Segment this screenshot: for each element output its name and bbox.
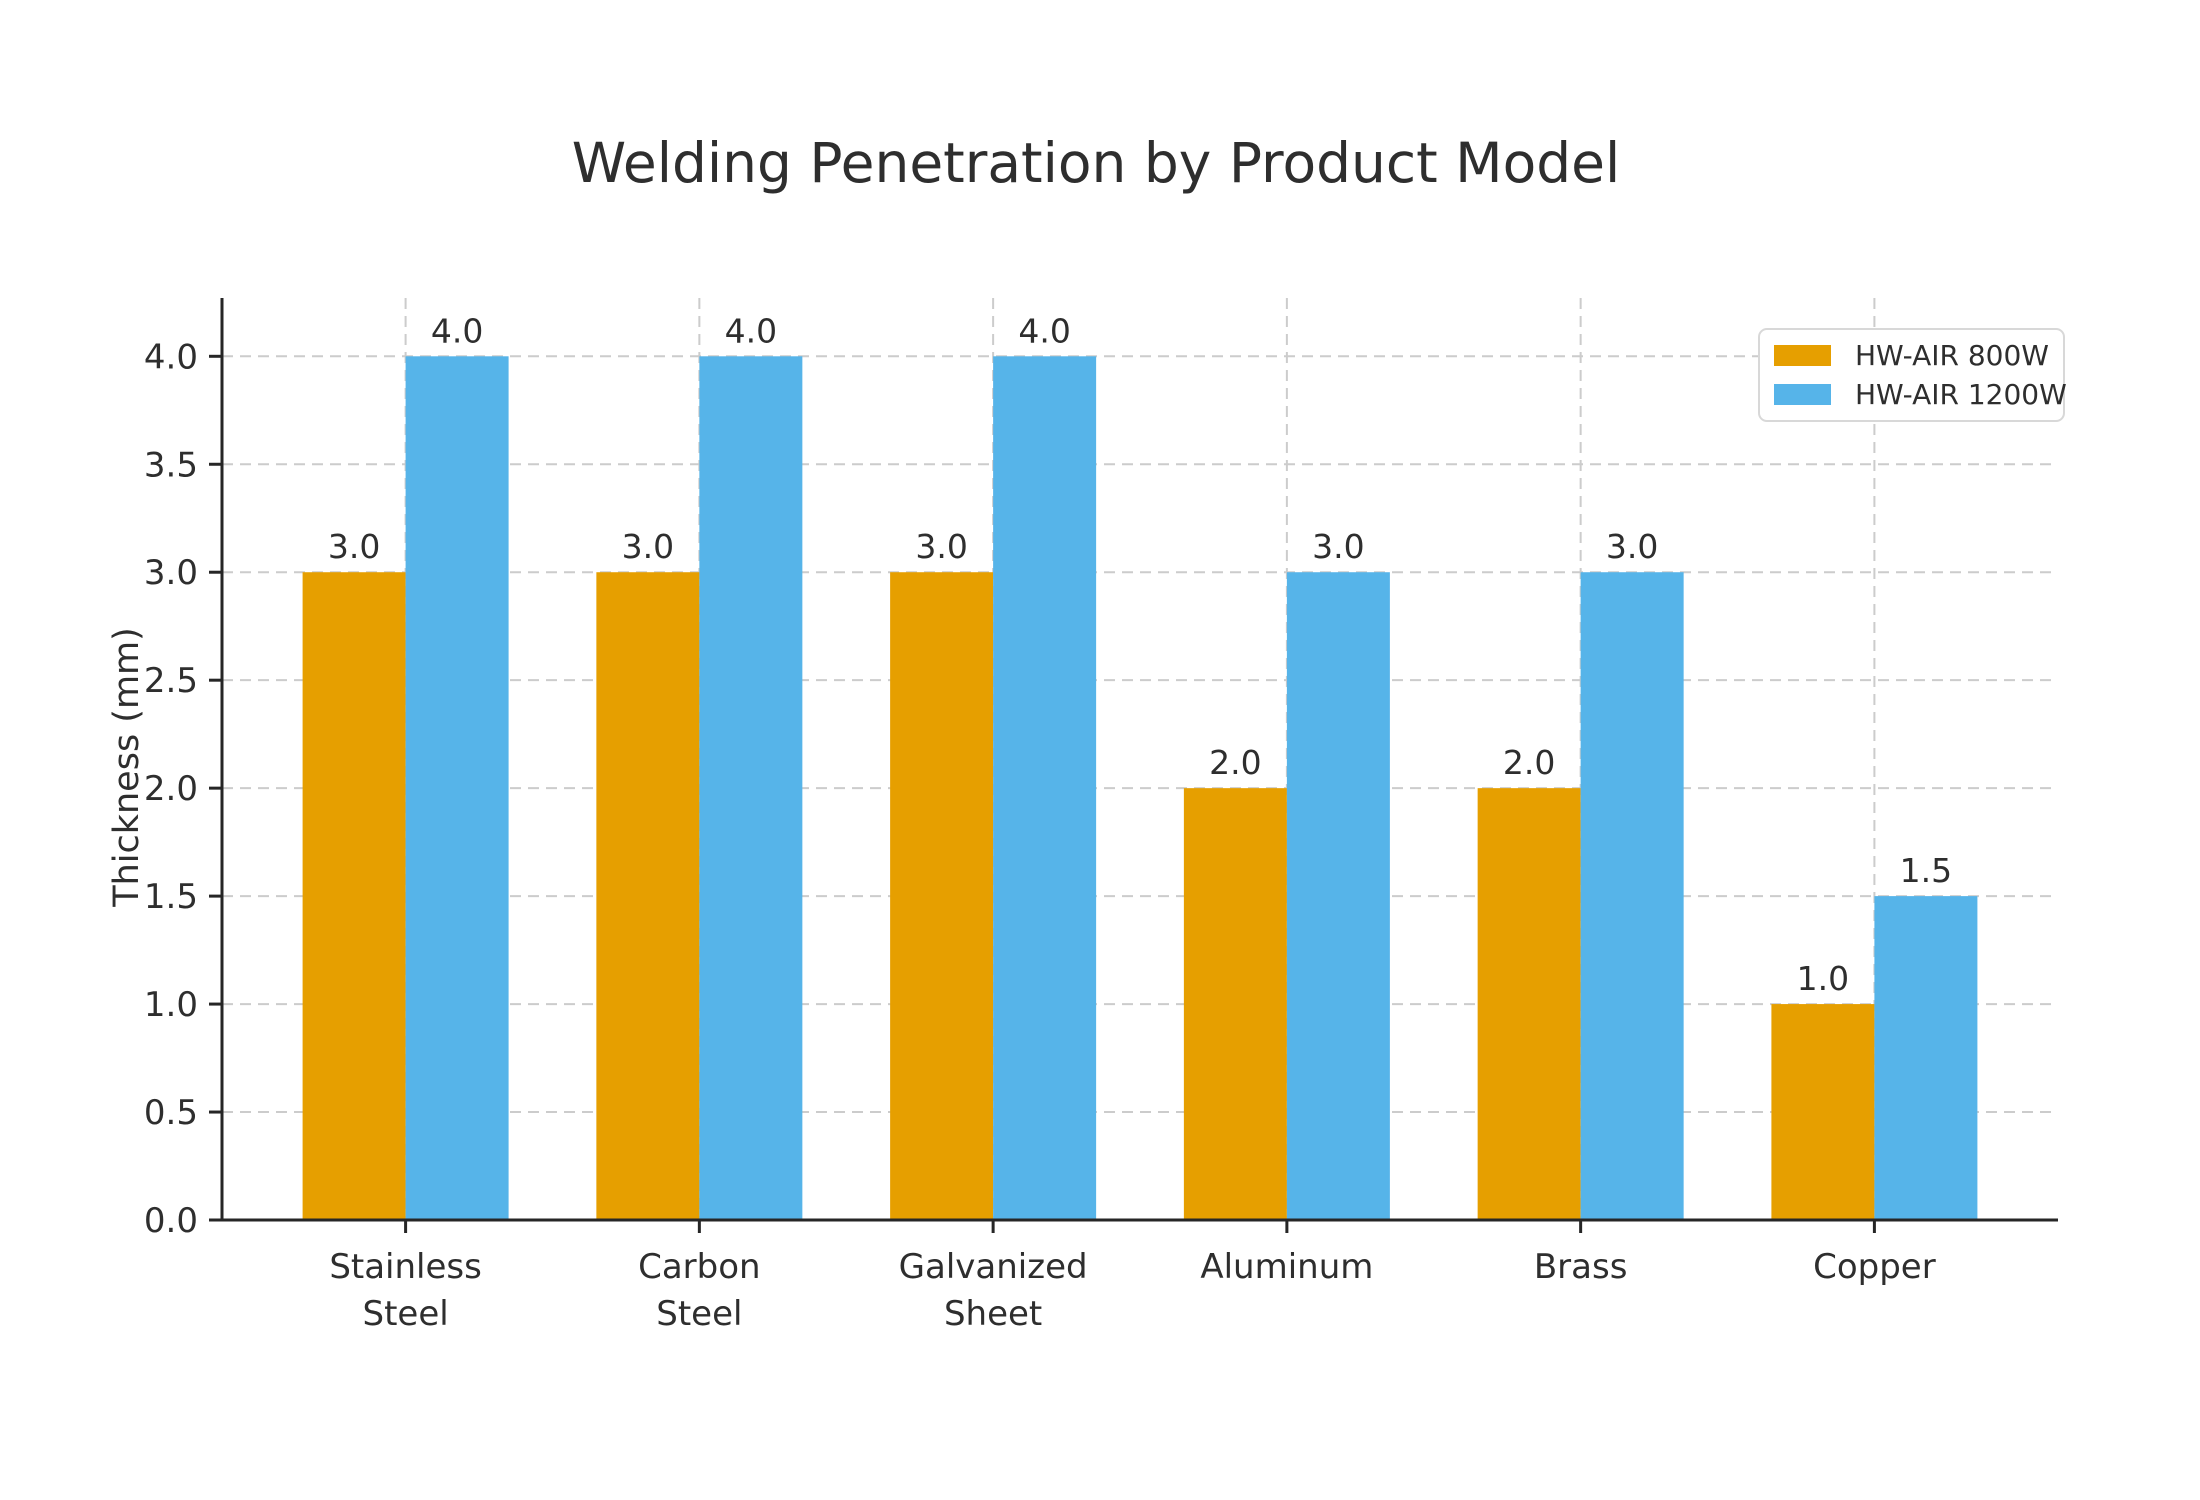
legend-label-1200w: HW-AIR 1200W xyxy=(1855,377,2067,411)
bar-hw-air-1200w xyxy=(1286,572,1390,1220)
bar-hw-air-800w xyxy=(1771,1004,1875,1220)
bar-value-label: 3.0 xyxy=(1312,527,1364,566)
bar-value-label: 2.0 xyxy=(1209,743,1261,782)
bar-hw-air-800w xyxy=(1183,788,1287,1220)
legend-item-800w: HW-AIR 800W xyxy=(1774,339,2049,372)
y-tick-label: 1.0 xyxy=(144,985,198,1025)
y-tick-label: 4.0 xyxy=(144,337,198,377)
bar-hw-air-1200w xyxy=(699,356,803,1220)
y-tick-label: 0.0 xyxy=(144,1201,198,1241)
bar-value-label: 1.0 xyxy=(1797,959,1849,998)
bar-hw-air-800w xyxy=(596,572,700,1220)
chart-title: Welding Penetration by Product Model xyxy=(571,131,1621,195)
bar-value-label: 2.0 xyxy=(1503,743,1555,782)
legend-swatch-orange xyxy=(1774,345,1831,367)
bar-hw-air-800w xyxy=(302,572,406,1220)
y-tick-label: 2.5 xyxy=(144,661,198,701)
x-tick-label: Copper xyxy=(1813,1247,1936,1287)
bar-value-label: 3.0 xyxy=(622,527,674,566)
legend: HW-AIR 800W HW-AIR 1200W xyxy=(1758,328,2067,422)
y-tick-label: 3.5 xyxy=(144,445,198,485)
y-tick-label: 1.5 xyxy=(144,877,198,917)
x-tick-label: Brass xyxy=(1534,1247,1628,1287)
bar-value-label: 3.0 xyxy=(1606,527,1658,566)
bar-hw-air-800w xyxy=(890,572,994,1220)
x-tick-label: Stainless Steel xyxy=(329,1247,482,1334)
bar-value-label: 1.5 xyxy=(1900,851,1952,890)
bar-value-label: 3.0 xyxy=(915,527,967,566)
legend-swatch-blue xyxy=(1774,383,1831,405)
y-tick-label: 3.0 xyxy=(144,553,198,593)
y-tick-label: 0.5 xyxy=(144,1093,198,1133)
legend-item-1200w: HW-AIR 1200W xyxy=(1774,378,2067,411)
bar-hw-air-1200w xyxy=(1874,896,1978,1220)
bar-value-label: 3.0 xyxy=(328,527,380,566)
x-tick-label: Aluminum xyxy=(1200,1247,1373,1287)
y-tick-label: 2.0 xyxy=(144,769,198,809)
bar-value-label: 4.0 xyxy=(431,311,483,350)
bar-hw-air-800w xyxy=(1477,788,1581,1220)
bar-hw-air-1200w xyxy=(993,356,1097,1220)
x-tick-label: Carbon Steel xyxy=(638,1247,761,1334)
bar-value-label: 4.0 xyxy=(1018,311,1070,350)
bar-hw-air-1200w xyxy=(1580,572,1684,1220)
legend-label-800w: HW-AIR 800W xyxy=(1855,339,2049,373)
x-tick-label: Galvanized Sheet xyxy=(899,1247,1088,1334)
bar-hw-air-1200w xyxy=(405,356,509,1220)
bar-value-label: 4.0 xyxy=(725,311,777,350)
